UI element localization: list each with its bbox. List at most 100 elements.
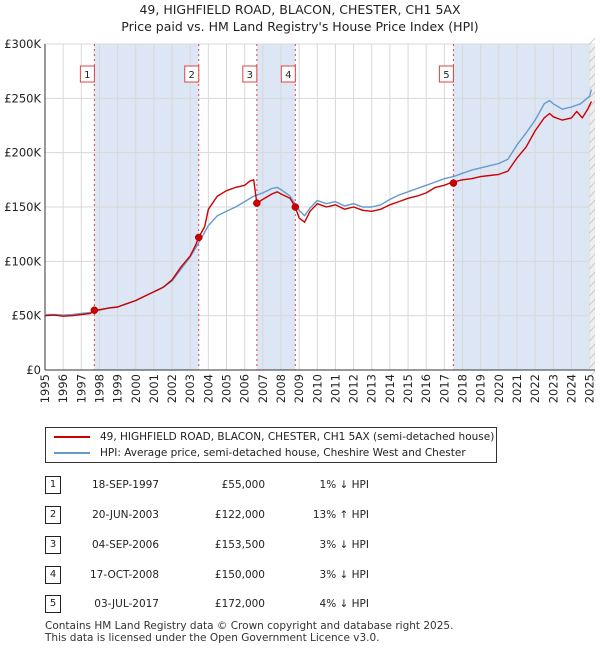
sale-point xyxy=(291,203,300,211)
x-tick-label: 2004 xyxy=(201,374,215,403)
legend-label-property: 49, HIGHFIELD ROAD, BLACON, CHESTER, CH1… xyxy=(100,431,495,443)
x-tick-label: 1998 xyxy=(92,374,106,403)
future-region xyxy=(589,44,595,370)
transaction-hpi: 3% ↓ HPI xyxy=(319,569,369,581)
future-hatch-line xyxy=(589,64,596,72)
y-tick-label: £0 xyxy=(26,363,41,377)
future-hatch-line xyxy=(589,262,596,270)
legend-swatch-property xyxy=(54,436,90,438)
future-hatch-line xyxy=(589,181,596,189)
future-hatch-line xyxy=(589,190,596,198)
x-tick-label: 2019 xyxy=(474,374,488,403)
legend-label-hpi: HPI: Average price, semi-detached house,… xyxy=(100,447,466,459)
x-tick-label: 2025 xyxy=(583,374,597,403)
sale-point xyxy=(90,306,99,314)
transaction-price: £153,500 xyxy=(214,539,265,551)
future-hatch-line xyxy=(589,118,596,126)
future-hatch-line xyxy=(589,226,596,234)
x-tick-label: 1996 xyxy=(56,374,70,403)
future-hatch-line xyxy=(589,217,596,225)
transaction-number: 3 xyxy=(45,536,61,554)
table-row: 5 03-JUL-2017 £172,000 4% ↓ HPI xyxy=(0,595,600,613)
x-tick-label: 2011 xyxy=(328,374,342,403)
future-hatch-line xyxy=(589,208,596,216)
future-hatch-line xyxy=(589,37,596,45)
legend-swatch-hpi xyxy=(54,452,90,454)
transaction-price: £122,000 xyxy=(214,509,265,521)
x-tick-label: 2006 xyxy=(238,374,252,403)
x-tick-label: 1997 xyxy=(74,374,88,403)
table-row: 4 17-OCT-2008 £150,000 3% ↓ HPI xyxy=(0,566,600,584)
future-hatch-line xyxy=(589,46,596,54)
future-hatch-line xyxy=(589,379,596,387)
legend: 49, HIGHFIELD ROAD, BLACON, CHESTER, CH1… xyxy=(45,427,497,463)
x-tick-label: 2010 xyxy=(310,374,324,403)
future-hatch-line xyxy=(589,91,596,99)
future-hatch-line xyxy=(589,307,596,315)
sale-point xyxy=(253,199,261,207)
future-hatch-line xyxy=(589,145,596,153)
x-tick-label: 2005 xyxy=(220,374,234,403)
future-hatch-line xyxy=(589,127,596,135)
footer-copyright: Contains HM Land Registry data © Crown c… xyxy=(45,620,454,632)
sale-marker-label: 5 xyxy=(443,70,449,81)
transaction-price: £172,000 xyxy=(214,598,265,610)
sale-marker-box xyxy=(184,65,200,83)
future-hatch-line xyxy=(589,136,596,144)
sale-point xyxy=(449,179,458,187)
sale-marker-box xyxy=(438,65,454,83)
transaction-date: 03-JUL-2017 xyxy=(94,598,159,610)
x-tick-label: 2000 xyxy=(129,374,143,403)
legend-item-property: 49, HIGHFIELD ROAD, BLACON, CHESTER, CH1… xyxy=(54,430,494,444)
x-tick-label: 2016 xyxy=(419,374,433,403)
x-tick-label: 2018 xyxy=(455,374,469,403)
transaction-number: 1 xyxy=(45,476,61,494)
future-hatch-line xyxy=(589,298,596,306)
future-hatch-line xyxy=(589,163,596,171)
table-row: 3 04-SEP-2006 £153,500 3% ↓ HPI xyxy=(0,536,600,554)
x-tick-label: 2022 xyxy=(528,374,542,403)
future-hatch-line xyxy=(589,370,596,378)
future-hatch-line xyxy=(589,82,596,90)
future-hatch-line xyxy=(589,235,596,243)
y-tick-label: £100K xyxy=(4,254,41,268)
transaction-number: 2 xyxy=(45,506,61,524)
footer-licence: This data is licensed under the Open Gov… xyxy=(45,632,380,644)
x-tick-label: 2017 xyxy=(437,374,451,403)
sale-marker-label: 2 xyxy=(189,70,195,81)
x-tick-label: 2015 xyxy=(401,374,415,403)
x-tick-label: 2024 xyxy=(564,374,578,403)
transaction-date: 18-SEP-1997 xyxy=(91,479,159,491)
sale-marker-box xyxy=(280,65,296,83)
transaction-hpi: 3% ↓ HPI xyxy=(319,539,369,551)
transaction-date: 04-SEP-2006 xyxy=(91,539,159,551)
future-hatch-line xyxy=(589,172,596,180)
x-tick-label: 2014 xyxy=(383,374,397,403)
transaction-date: 20-JUN-2003 xyxy=(92,509,159,521)
future-hatch-line xyxy=(589,199,596,207)
x-tick-label: 2012 xyxy=(347,374,361,403)
y-tick-label: £150K xyxy=(4,200,41,214)
y-tick-label: £250K xyxy=(4,91,41,105)
future-hatch-line xyxy=(589,55,596,63)
future-hatch-line xyxy=(589,289,596,297)
x-tick-label: 1995 xyxy=(38,374,52,403)
table-row: 1 18-SEP-1997 £55,000 1% ↓ HPI xyxy=(0,476,600,494)
transaction-price: £55,000 xyxy=(221,479,265,491)
sale-marker-label: 4 xyxy=(285,70,291,81)
future-hatch-line xyxy=(589,325,596,333)
future-hatch-line xyxy=(589,316,596,324)
future-hatch-line xyxy=(589,271,596,279)
x-tick-label: 2023 xyxy=(546,374,560,403)
transaction-hpi: 1% ↓ HPI xyxy=(319,479,369,491)
x-tick-label: 2009 xyxy=(292,374,306,403)
transaction-hpi: 13% ↑ HPI xyxy=(312,509,369,521)
x-tick-label: 2002 xyxy=(165,374,179,403)
future-hatch-line xyxy=(589,154,596,162)
future-hatch-line xyxy=(589,388,596,396)
y-tick-label: £300K xyxy=(4,37,41,51)
x-tick-label: 2003 xyxy=(183,374,197,403)
x-tick-label: 1999 xyxy=(111,374,125,403)
future-hatch-line xyxy=(589,343,596,351)
sale-marker-box xyxy=(79,65,95,83)
